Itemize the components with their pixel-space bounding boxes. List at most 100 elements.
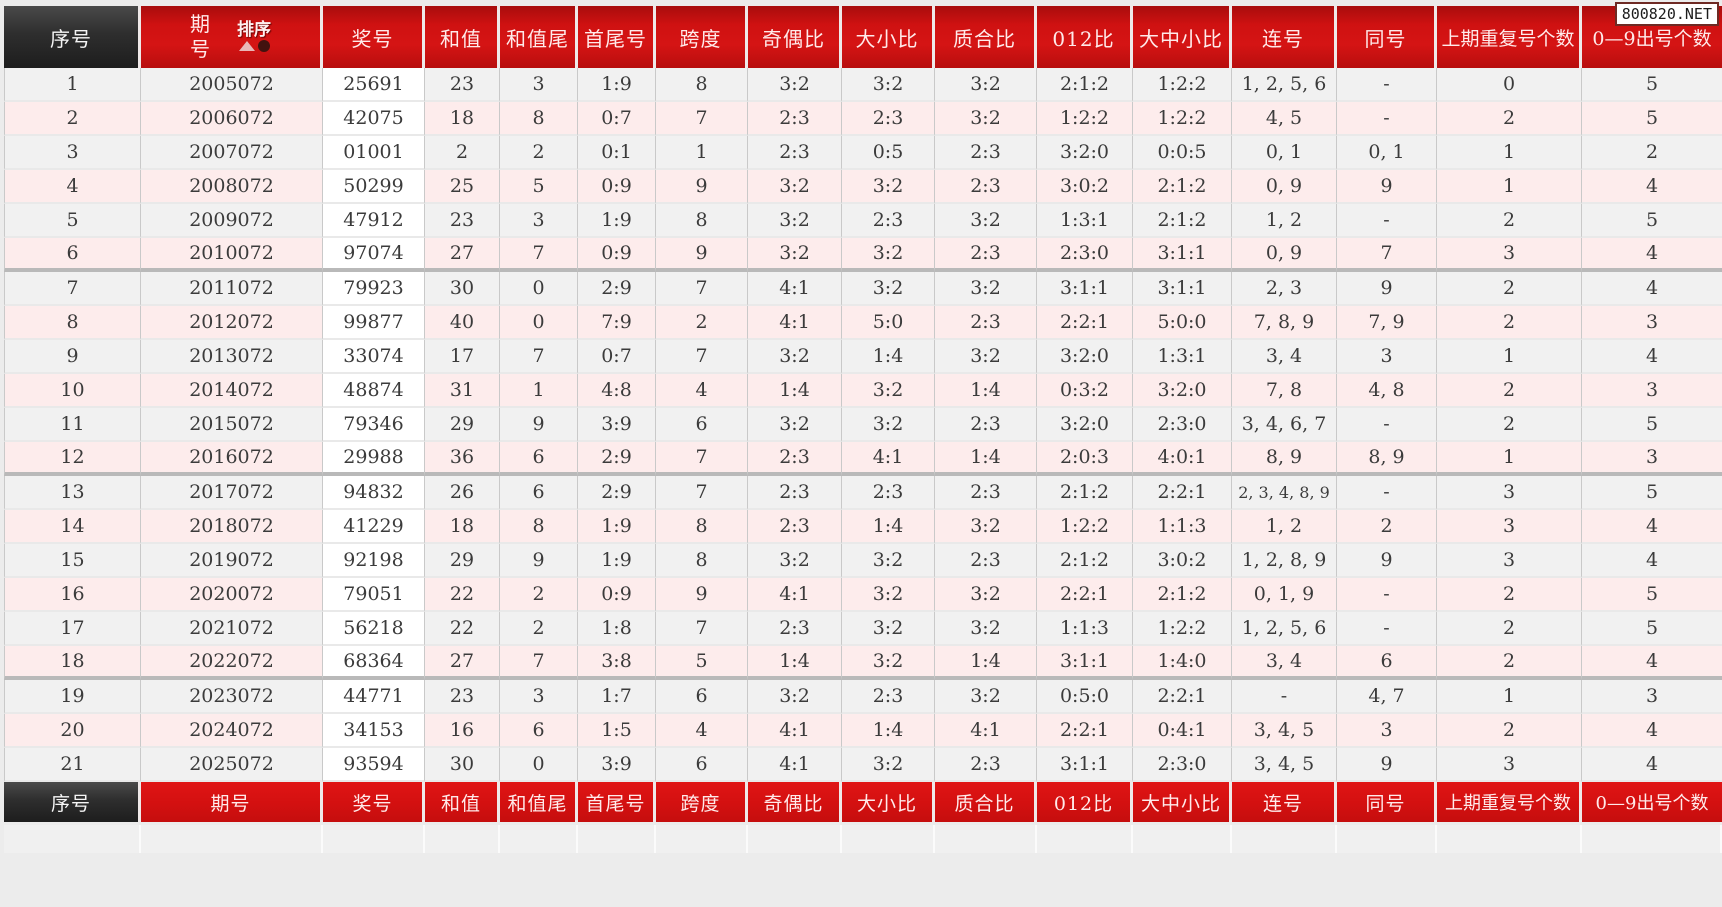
cell-span: 7	[656, 340, 748, 374]
cell-consecutive: 8, 9	[1232, 442, 1337, 476]
cell-odd-even-ratio: 4:1	[748, 306, 842, 340]
header-cell-sum: 和值	[425, 6, 500, 68]
cell-head-tail: 4:8	[578, 374, 656, 408]
cell-sum: 16	[425, 714, 500, 748]
cell-span: 8	[656, 68, 748, 102]
cell-same-number: -	[1337, 476, 1437, 510]
cell-prime-composite-ratio: 3:2	[935, 680, 1037, 714]
cell-span: 6	[656, 680, 748, 714]
cell-digit-appear-count: 5	[1582, 612, 1722, 646]
cell-big-small-ratio: 2:3	[842, 476, 935, 510]
sort-control[interactable]: 排序	[237, 19, 271, 52]
cell-span: 7	[656, 612, 748, 646]
cell-prize-number: 01001	[323, 136, 425, 170]
cell-prev-repeat-count: 3	[1437, 748, 1582, 782]
cell-big-mid-small-ratio: 5:0:0	[1133, 306, 1232, 340]
cell-big-small-ratio: 3:2	[842, 408, 935, 442]
header-cell-same-number: 同号	[1337, 6, 1437, 68]
cell-index: 11	[4, 408, 141, 442]
cell-prime-composite-ratio: 2:3	[935, 136, 1037, 170]
cell-sum-tail: 7	[500, 340, 578, 374]
next-section-partial-row	[4, 825, 1722, 853]
partial-cell-index	[4, 825, 141, 853]
cell-ratio-012: 1:1:3	[1037, 612, 1133, 646]
header-label-period: 期号	[190, 12, 211, 61]
partial-cell-prime-composite-ratio	[935, 825, 1037, 853]
cell-sum-tail: 6	[500, 714, 578, 748]
cell-prize-number: 93594	[323, 748, 425, 782]
sort-label: 排序	[237, 19, 271, 40]
cell-sum-tail: 2	[500, 578, 578, 612]
cell-sum: 40	[425, 306, 500, 340]
cell-prev-repeat-count: 2	[1437, 272, 1582, 306]
partial-cell-head-tail	[578, 825, 656, 853]
cell-same-number: 7	[1337, 238, 1437, 272]
cell-prime-composite-ratio: 1:4	[935, 374, 1037, 408]
table-row: 3 2007072 01001 2 2 0:1 1 2:3 0:5 2:3 3:2:0 0:0:5 0,…	[4, 136, 1722, 170]
sort-descending-icon[interactable]	[257, 39, 270, 52]
cell-prev-repeat-count: 0	[1437, 68, 1582, 102]
table-row: 7 2011072 79923 30 0 2:9 7 4:1 3:2 3:2 3:1:1 3:1:1 2…	[4, 272, 1722, 306]
cell-digit-appear-count: 5	[1582, 204, 1722, 238]
cell-sum: 26	[425, 476, 500, 510]
footer-header-cell-head-tail: 首尾号	[578, 782, 656, 822]
partial-cell-span	[656, 825, 748, 853]
cell-same-number: -	[1337, 578, 1437, 612]
cell-sum-tail: 3	[500, 68, 578, 102]
cell-consecutive: 7, 8	[1232, 374, 1337, 408]
cell-prime-composite-ratio: 3:2	[935, 68, 1037, 102]
cell-prize-number: 94832	[323, 476, 425, 510]
table-row: 11 2015072 79346 29 9 3:9 6 3:2 3:2 2:3 3:2:0 2:3:0…	[4, 408, 1722, 442]
watermark: 800820.NET	[1614, 2, 1719, 26]
cell-sum-tail: 6	[500, 476, 578, 510]
cell-big-mid-small-ratio: 2:1:2	[1133, 578, 1232, 612]
cell-index: 2	[4, 102, 141, 136]
cell-odd-even-ratio: 1:4	[748, 374, 842, 408]
cell-digit-appear-count: 3	[1582, 442, 1722, 476]
cell-big-small-ratio: 3:2	[842, 748, 935, 782]
cell-period: 2009072	[141, 204, 323, 238]
sort-ascending-icon[interactable]	[238, 40, 255, 51]
cell-ratio-012: 3:2:0	[1037, 136, 1133, 170]
cell-ratio-012: 2:1:2	[1037, 544, 1133, 578]
cell-prev-repeat-count: 2	[1437, 204, 1582, 238]
cell-odd-even-ratio: 4:1	[748, 748, 842, 782]
cell-period: 2012072	[141, 306, 323, 340]
footer-header-cell-big-mid-small-ratio: 大中小比	[1133, 782, 1232, 822]
cell-digit-appear-count: 4	[1582, 748, 1722, 782]
cell-span: 4	[656, 714, 748, 748]
partial-cell-consecutive	[1232, 825, 1337, 853]
cell-big-mid-small-ratio: 1:3:1	[1133, 340, 1232, 374]
header-cell-span: 跨度	[656, 6, 748, 68]
cell-span: 9	[656, 578, 748, 612]
cell-prize-number: 42075	[323, 102, 425, 136]
cell-index: 6	[4, 238, 141, 272]
cell-big-small-ratio: 3:2	[842, 578, 935, 612]
cell-prime-composite-ratio: 3:2	[935, 510, 1037, 544]
cell-prime-composite-ratio: 1:4	[935, 442, 1037, 476]
cell-index: 17	[4, 612, 141, 646]
cell-index: 1	[4, 68, 141, 102]
cell-big-small-ratio: 1:4	[842, 714, 935, 748]
footer-header-cell-digit-appear-count: 0—9出号个数	[1582, 782, 1722, 822]
footer-header-cell-odd-even-ratio: 奇偶比	[748, 782, 842, 822]
cell-head-tail: 0:9	[578, 238, 656, 272]
cell-same-number: 9	[1337, 272, 1437, 306]
cell-digit-appear-count: 4	[1582, 272, 1722, 306]
cell-odd-even-ratio: 4:1	[748, 272, 842, 306]
cell-big-small-ratio: 5:0	[842, 306, 935, 340]
cell-odd-even-ratio: 2:3	[748, 442, 842, 476]
cell-big-small-ratio: 3:2	[842, 612, 935, 646]
cell-same-number: 9	[1337, 170, 1437, 204]
cell-head-tail: 2:9	[578, 272, 656, 306]
cell-span: 2	[656, 306, 748, 340]
cell-head-tail: 0:7	[578, 340, 656, 374]
cell-prime-composite-ratio: 2:3	[935, 408, 1037, 442]
cell-prize-number: 50299	[323, 170, 425, 204]
cell-sum: 23	[425, 680, 500, 714]
cell-head-tail: 1:7	[578, 680, 656, 714]
cell-prize-number: 79051	[323, 578, 425, 612]
cell-sum: 17	[425, 340, 500, 374]
cell-sum: 36	[425, 442, 500, 476]
cell-odd-even-ratio: 4:1	[748, 578, 842, 612]
